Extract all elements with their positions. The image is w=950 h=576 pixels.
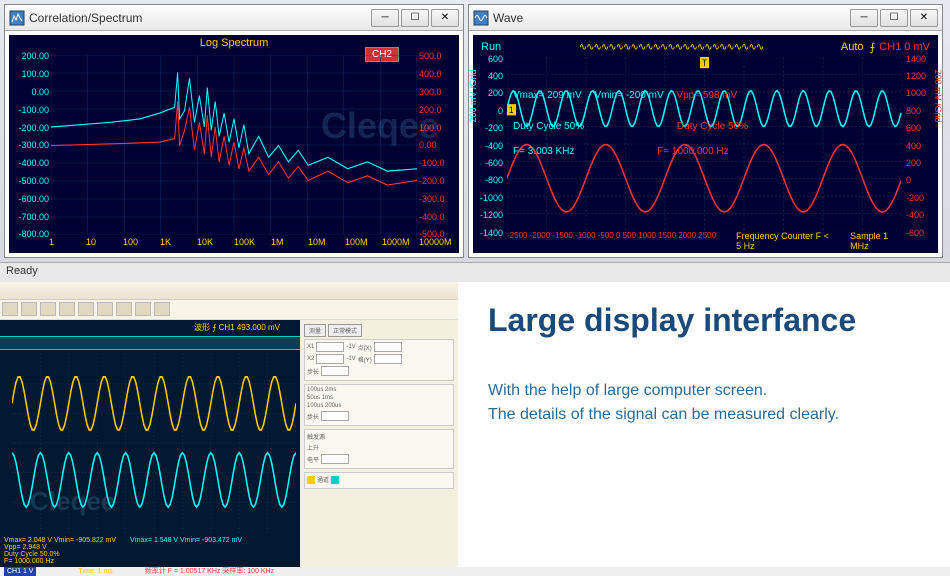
spectrum-titlebar[interactable]: Correlation/Spectrum ─ ☐ ✕ [5,5,463,31]
vpp-label: Vpp= 598 mV [676,90,737,101]
maximize-button[interactable]: ☐ [401,9,429,27]
step-input[interactable] [321,366,349,376]
f2-label: F= 1000.000 Hz [657,146,728,157]
scope-plot [12,354,296,533]
wave-y-right: 200 mV /Grid 1400120010008006004002000-2… [904,57,936,231]
wave-titlebar[interactable]: Wave ─ ☐ ✕ [469,5,942,31]
x-axis: 1101001K10K100K1M10M100M1000M10000M [49,237,419,251]
label-x: 点(X) [358,343,372,352]
vmin-label: Vmin= -200 mV [594,90,663,101]
scope-header: 波形 ⨍ CH1 493.000 mV [0,320,300,336]
freq-counter: Frequency Counter F < 5 Hz [736,231,836,251]
toolbar-button[interactable] [116,302,132,316]
wave-footer: -2500 -2000 -1500 -1000 -500 0 500 1000 … [507,231,902,251]
wave-icon [473,10,489,26]
wave-title: Wave [493,11,850,25]
status-freq: 频率计 F = 1.00517 KHz 采样率: 100 KHz [145,568,274,575]
toolbar-button[interactable] [40,302,56,316]
step2-input[interactable] [321,411,349,421]
status-ch: CH1 1 V [4,567,36,576]
wave-header: Run ∿∿∿∿∿∿∿∿∿∿∿∿∿∿∿∿∿∿∿∿∿∿∿∿∿ Auto ⨍ CH1… [481,39,930,55]
minimize-button[interactable]: ─ [850,9,878,27]
maximize-button[interactable]: ☐ [880,9,908,27]
auto-label: Auto [841,41,864,53]
y-right-unit: 200 mV /Grid [933,69,943,122]
y-left-unit: 200 mV /Grid [468,69,478,122]
run-label: Run [481,41,501,53]
wave-measurements: Vmax= 209 mV Vmin= -200 mV Vpp= 598 mV D… [513,90,748,161]
status-bar: Ready [0,262,950,282]
scope-footer: Vmax= 2.048 V Vmin= -905.822 mV Vmax= 1.… [0,535,300,567]
window-controls: ─ ☐ ✕ [371,9,459,27]
scope-ruler [0,336,300,350]
app-panel: 测量 正常模式 X1-1V点(X) X2-1V格(Y) 步长 100us 2ms… [300,320,458,567]
channel-info: CH1 0 mV [879,41,930,53]
meas-y2: Vpp= 2.948 V [4,544,47,551]
toolbar-button[interactable] [78,302,94,316]
wave-window: Wave ─ ☐ ✕ Run ∿∿∿∿∿∿∿∿∿∿∿∿∿∿∿∿∿∿∿∿∿∿∿∿∿… [468,4,943,258]
wave-preview: ∿∿∿∿∿∿∿∿∿∿∿∿∿∿∿∿∿∿∿∿∿∿∿∿∿ [501,42,841,53]
duty1-label: Duty Cycle 50% [513,121,584,132]
app-toolbar [0,300,458,320]
f1-label: F= 3.003 KHz [513,146,574,157]
level-input[interactable] [321,454,349,464]
svg-text:T: T [702,58,707,69]
meas-y3: Duty Cycle 50.0% [4,551,60,558]
status-time: Time: 1 ms [78,568,112,575]
y-axis-left: 200.00100.000.00-100.00-200.00-300.00-40… [11,55,51,233]
py-input[interactable] [374,354,402,364]
y-axis-right: 500.0400.0300.0200.0100.00.00-100.0-200.… [417,55,457,233]
close-button[interactable]: ✕ [431,9,459,27]
px-input[interactable] [374,342,402,352]
marketing-title: Large display interfance [488,302,930,339]
spectrum-window: Correlation/Spectrum ─ ☐ ✕ Log Spectrum … [4,4,464,258]
duty2-label: Duty Cycle 50% [677,121,748,132]
measure-button[interactable]: 测量 [304,324,326,337]
app-titlebar[interactable] [0,282,458,300]
spectrum-icon [9,10,25,26]
mode-button[interactable]: 正常模式 [328,324,362,337]
sample-rate: Sample 1 MHz [850,231,902,251]
spectrum-chart: Log Spectrum CH2 200.00100.000.00-100.00… [9,35,459,253]
vmax-label: Vmax= 209 mV [513,90,582,101]
marketing-line1: With the help of large computer screen. [488,379,930,403]
chart-title: Log Spectrum [200,37,268,49]
app-screenshot: 波形 ⨍ CH1 493.000 mV Vmax [0,282,458,567]
minimize-button[interactable]: ─ [371,9,399,27]
trigger-icon: ⨍ [870,41,876,54]
close-button[interactable]: ✕ [910,9,938,27]
x1-input[interactable] [316,342,344,352]
window-controls: ─ ☐ ✕ [850,9,938,27]
spectrum-title: Correlation/Spectrum [29,11,371,25]
toolbar-button[interactable] [97,302,113,316]
marketing-line2: The details of the signal can be measure… [488,403,930,427]
status-text: Ready [6,265,38,277]
app-scope: 波形 ⨍ CH1 493.000 mV Vmax [0,320,300,567]
toolbar-button[interactable] [135,302,151,316]
label-y: 格(Y) [358,355,372,364]
plot-area [51,55,417,235]
toolbar-button[interactable] [2,302,18,316]
meas-c1: Vmax= 1.548 V Vmin= -903.472 mV [130,537,242,544]
toolbar-button[interactable] [21,302,37,316]
meas-y1: Vmax= 2.048 V Vmin= -905.822 mV [4,537,116,544]
marketing-panel: Large display interfance With the help o… [458,282,950,567]
meas-y4: F= 1000.000 Hz [4,558,54,565]
wave-chart: Run ∿∿∿∿∿∿∿∿∿∿∿∿∿∿∿∿∿∿∿∿∿∿∿∿∿ Auto ⨍ CH1… [473,35,938,253]
toolbar-button[interactable] [154,302,170,316]
x2-input[interactable] [316,354,344,364]
toolbar-button[interactable] [59,302,75,316]
wave-y-left: 200 mV /Grid 6004002000-200-400-600-800-… [475,57,505,231]
